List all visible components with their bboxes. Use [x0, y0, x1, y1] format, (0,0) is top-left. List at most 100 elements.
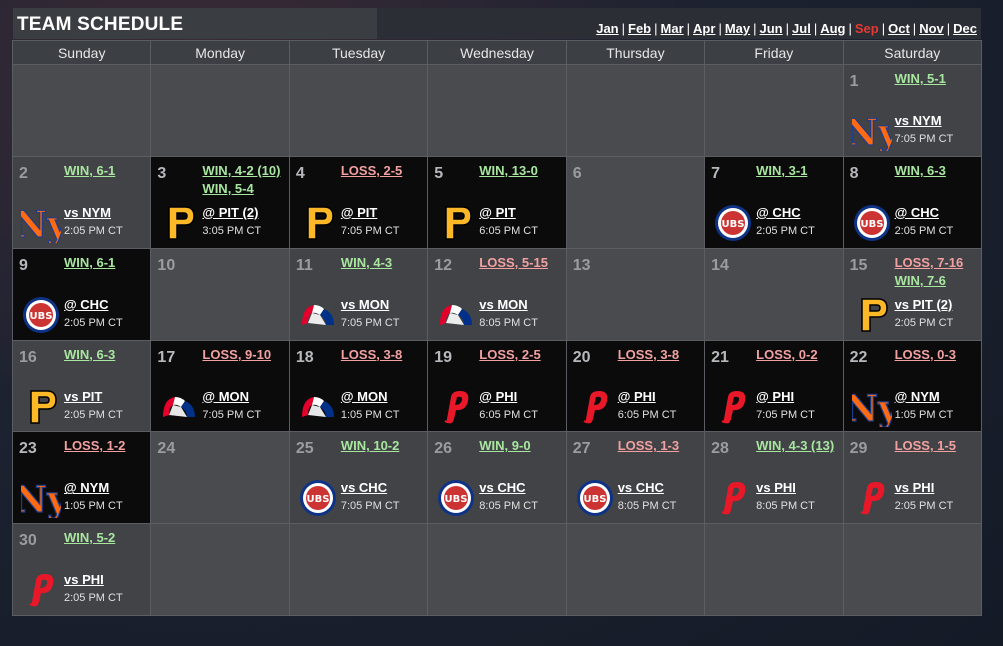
calendar-day-20[interactable]: 20 LOSS, 3-8 @ PHI 6:05 PM CT: [566, 340, 705, 432]
calendar-day-29[interactable]: 29 LOSS, 1-5 vs PHI 2:05 PM CT: [843, 432, 981, 524]
loss-result-link[interactable]: LOSS, 7-16: [894, 254, 964, 270]
opponent-link[interactable]: vs PIT (2): [894, 296, 953, 312]
loss-result-link[interactable]: LOSS, 1-2: [64, 438, 126, 454]
day-number: 22: [849, 348, 868, 366]
win-result-link[interactable]: WIN, 5-1: [894, 71, 946, 86]
win-result-link[interactable]: WIN, 6-3: [894, 162, 946, 178]
opponent-link[interactable]: vs PHI: [894, 480, 935, 496]
month-link-apr[interactable]: Apr: [693, 21, 716, 36]
win-result-link[interactable]: WIN, 9-0: [479, 438, 531, 454]
calendar-day-27[interactable]: 27 LOSS, 1-3 UBS vs CHC 8:05 PM CT: [566, 432, 705, 524]
calendar-day-21[interactable]: 21 LOSS, 0-2 @ PHI 7:05 PM CT: [705, 340, 843, 432]
opponent-link[interactable]: @ PIT: [479, 204, 516, 220]
calendar-day-23[interactable]: 23 LOSS, 1-2 Ny @ NYM 1:05 PM CT: [13, 432, 151, 524]
win-result-link[interactable]: WIN, 7-6: [894, 272, 946, 288]
loss-result-link[interactable]: LOSS, 3-8: [340, 346, 403, 362]
calendar-day-25[interactable]: 25 WIN, 10-2 UBS vs CHC 7:05 PM CT: [289, 432, 428, 524]
opponent-link[interactable]: @ MON: [340, 388, 388, 404]
win-result-link[interactable]: WIN, 3-1: [756, 162, 808, 178]
loss-result-link[interactable]: LOSS, 1-3: [617, 438, 680, 454]
opponent-link[interactable]: @ CHC: [894, 204, 940, 220]
opponent-link[interactable]: @ PHI: [756, 388, 795, 404]
month-link-may[interactable]: May: [724, 21, 751, 36]
calendar-day-28[interactable]: 28 WIN, 4-3 (13) vs PHI 8:05 PM CT: [705, 432, 843, 524]
pirates-logo-icon: [21, 387, 61, 427]
opponent-link[interactable]: vs MON: [340, 296, 390, 312]
calendar-day-12[interactable]: 12 LOSS, 5-15 vs MON 8:05 PM CT: [428, 248, 566, 340]
cubs-logo-icon: UBS: [436, 478, 476, 518]
calendar-day-26[interactable]: 26 WIN, 9-0 UBS vs CHC 8:05 PM CT: [428, 432, 566, 524]
loss-result-link[interactable]: LOSS, 9-10: [202, 346, 272, 362]
opponent-link[interactable]: @ PIT (2): [202, 204, 259, 220]
calendar-day-3[interactable]: 3 WIN, 4-2 (10) WIN, 5-4 @ PIT (2) 3:05 PM C…: [151, 156, 289, 248]
month-link-jul[interactable]: Jul: [792, 21, 811, 36]
win-result-link[interactable]: WIN, 13-0: [479, 162, 538, 178]
month-link-feb[interactable]: Feb: [628, 21, 652, 36]
opponent-link[interactable]: @ CHC: [756, 204, 801, 220]
calendar-day-11[interactable]: 11 WIN, 4-3 vs MON 7:05 PM CT: [289, 248, 428, 340]
month-link-oct[interactable]: Oct: [888, 21, 910, 36]
win-result-link[interactable]: WIN, 10-2: [340, 438, 400, 454]
game-time: 1:05 PM CT: [340, 408, 400, 421]
opponent-link[interactable]: @ PIT: [340, 204, 378, 220]
calendar-day-19[interactable]: 19 LOSS, 2-5 @ PHI 6:05 PM CT: [428, 340, 566, 432]
loss-result-link[interactable]: LOSS, 2-5: [479, 346, 541, 362]
calendar-day-18[interactable]: 18 LOSS, 3-8 @ MON 1:05 PM CT: [289, 340, 428, 432]
opponent-link[interactable]: @ PHI: [479, 388, 518, 404]
loss-result-link[interactable]: LOSS, 0-2: [756, 346, 818, 362]
loss-result-link[interactable]: LOSS, 3-8: [617, 346, 680, 362]
win-result-link[interactable]: WIN, 4-3: [340, 254, 393, 270]
month-link-nov[interactable]: Nov: [919, 21, 944, 36]
calendar-day-2[interactable]: 2 WIN, 6-1 Ny vs NYM 2:05 PM CT: [13, 156, 151, 248]
opponent-link[interactable]: vs CHC: [617, 480, 664, 496]
expos-logo-icon: [436, 295, 476, 335]
win-result-link[interactable]: WIN, 4-3 (13): [756, 438, 835, 454]
win-result-link[interactable]: WIN, 5-4: [202, 180, 254, 196]
month-link-dec[interactable]: Dec: [953, 21, 977, 36]
calendar-day-22[interactable]: 22 LOSS, 0-3 Ny @ NYM 1:05 PM CT: [843, 340, 981, 432]
loss-result-link[interactable]: LOSS, 2-5: [340, 162, 403, 178]
game-results: LOSS, 0-2: [756, 347, 817, 365]
loss-result-link[interactable]: LOSS, 1-5: [894, 438, 956, 454]
month-link-mar[interactable]: Mar: [660, 21, 684, 36]
calendar-day-16[interactable]: 16 WIN, 6-3 vs PIT 2:05 PM CT: [13, 340, 151, 432]
opponent-link[interactable]: vs CHC: [340, 480, 388, 496]
calendar-day-4[interactable]: 4 LOSS, 2-5 @ PIT 7:05 PM CT: [289, 156, 428, 248]
calendar-day-30[interactable]: 30 WIN, 5-2 vs PHI 2:05 PM CT: [13, 524, 151, 615]
calendar-day-1[interactable]: 1 WIN, 5-1 Ny vs NYM 7:05 PM CT: [843, 65, 981, 156]
opponent-link[interactable]: vs PIT: [64, 388, 103, 404]
opponent-link[interactable]: @ MON: [202, 388, 250, 404]
opponent-link[interactable]: @ PHI: [617, 388, 656, 404]
opponent-link[interactable]: @ NYM: [64, 480, 110, 496]
opponent-link[interactable]: @ CHC: [64, 296, 109, 312]
win-result-link[interactable]: WIN, 5-2: [64, 530, 116, 546]
month-link-sep[interactable]: Sep: [854, 21, 879, 36]
calendar-day-15[interactable]: 15 LOSS, 7-16 WIN, 7-6 vs PIT (2) 2:05 PM CT: [843, 248, 981, 340]
calendar-day-9[interactable]: 9 WIN, 6-1 UBS @ CHC 2:05 PM CT: [13, 248, 151, 340]
game-results: LOSS, 1-3: [618, 438, 679, 456]
game-time: 2:05 PM CT: [64, 224, 123, 237]
opponent-link[interactable]: @ NYM: [894, 388, 940, 404]
win-result-link[interactable]: WIN, 6-1: [64, 254, 116, 270]
month-link-jun[interactable]: Jun: [759, 21, 783, 36]
expos-logo-icon: [159, 387, 199, 427]
win-result-link[interactable]: WIN, 4-2 (10): [202, 162, 281, 178]
win-result-link[interactable]: WIN, 6-1: [64, 162, 116, 178]
opponent-link[interactable]: vs NYM: [64, 204, 111, 220]
opponent-link[interactable]: vs NYM: [894, 113, 942, 128]
day-number: 6: [572, 164, 582, 182]
opponent-link[interactable]: vs CHC: [479, 480, 526, 496]
calendar-day-8[interactable]: 8 WIN, 6-3 UBS @ CHC 2:05 PM CT: [843, 156, 981, 248]
loss-result-link[interactable]: LOSS, 0-3: [894, 346, 956, 362]
win-result-link[interactable]: WIN, 6-3: [64, 346, 116, 362]
opponent-link[interactable]: vs MON: [479, 296, 528, 312]
calendar-day-7[interactable]: 7 WIN, 3-1 UBS @ CHC 2:05 PM CT: [705, 156, 843, 248]
month-link-jan[interactable]: Jan: [596, 21, 619, 36]
calendar-day-5[interactable]: 5 WIN, 13-0 @ PIT 6:05 PM CT: [428, 156, 566, 248]
loss-result-link[interactable]: LOSS, 5-15: [479, 254, 548, 270]
opponent-link[interactable]: vs PHI: [756, 480, 796, 496]
opponent-link[interactable]: vs PHI: [64, 572, 104, 588]
calendar-cell-empty: [705, 524, 843, 615]
month-link-aug[interactable]: Aug: [820, 21, 846, 36]
calendar-day-17[interactable]: 17 LOSS, 9-10 @ MON 7:05 PM CT: [151, 340, 289, 432]
